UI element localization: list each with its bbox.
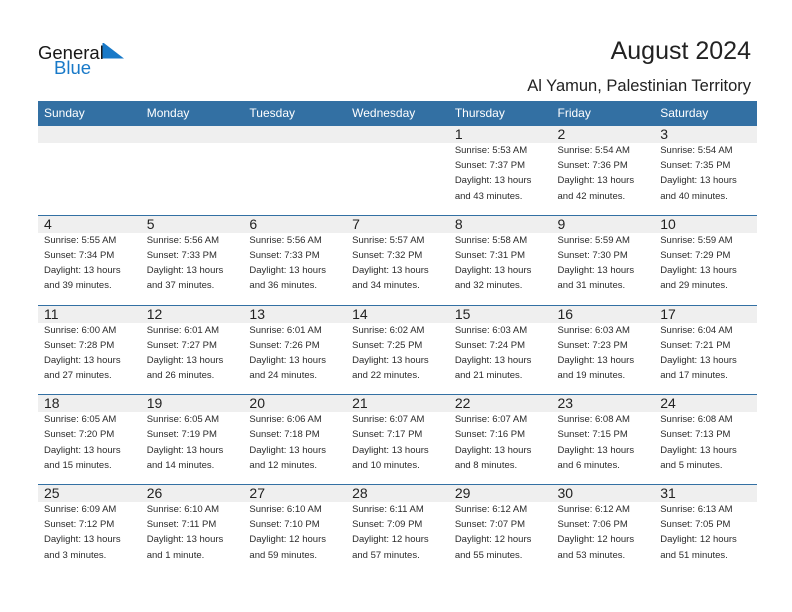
svg-text:Blue: Blue bbox=[54, 57, 91, 78]
